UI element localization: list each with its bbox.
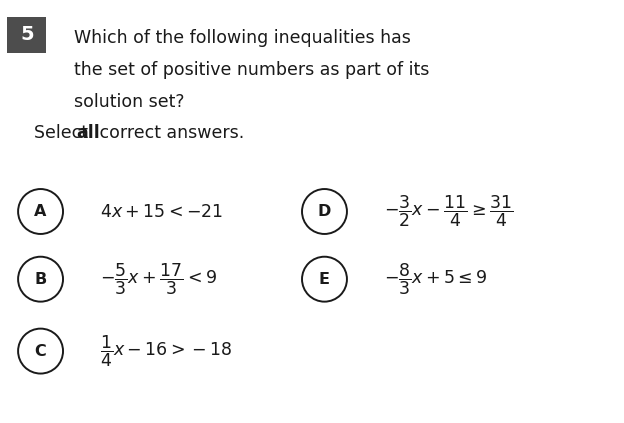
Text: D: D xyxy=(318,204,331,219)
Text: $4x + 15 < -21$: $4x + 15 < -21$ xyxy=(100,203,223,220)
Text: C: C xyxy=(35,343,46,359)
Text: Which of the following inequalities has: Which of the following inequalities has xyxy=(74,29,411,47)
Text: A: A xyxy=(34,204,47,219)
Text: B: B xyxy=(34,272,47,287)
Text: 5: 5 xyxy=(20,25,34,44)
Text: all: all xyxy=(76,124,100,142)
Text: $-\dfrac{3}{2}x - \dfrac{11}{4} \geq \dfrac{31}{4}$: $-\dfrac{3}{2}x - \dfrac{11}{4} \geq \df… xyxy=(384,194,514,229)
Text: $-\dfrac{8}{3}x + 5 \leq 9$: $-\dfrac{8}{3}x + 5 \leq 9$ xyxy=(384,261,488,297)
Text: correct answers.: correct answers. xyxy=(94,124,244,142)
Text: the set of positive numbers as part of its: the set of positive numbers as part of i… xyxy=(74,61,429,79)
Text: Select: Select xyxy=(34,124,94,142)
Text: solution set?: solution set? xyxy=(74,93,184,110)
Text: $-\dfrac{5}{3}x + \dfrac{17}{3} < 9$: $-\dfrac{5}{3}x + \dfrac{17}{3} < 9$ xyxy=(100,261,217,297)
FancyBboxPatch shape xyxy=(7,17,46,53)
Text: $\dfrac{1}{4}x - 16 > -18$: $\dfrac{1}{4}x - 16 > -18$ xyxy=(100,333,233,369)
Text: E: E xyxy=(319,272,330,287)
